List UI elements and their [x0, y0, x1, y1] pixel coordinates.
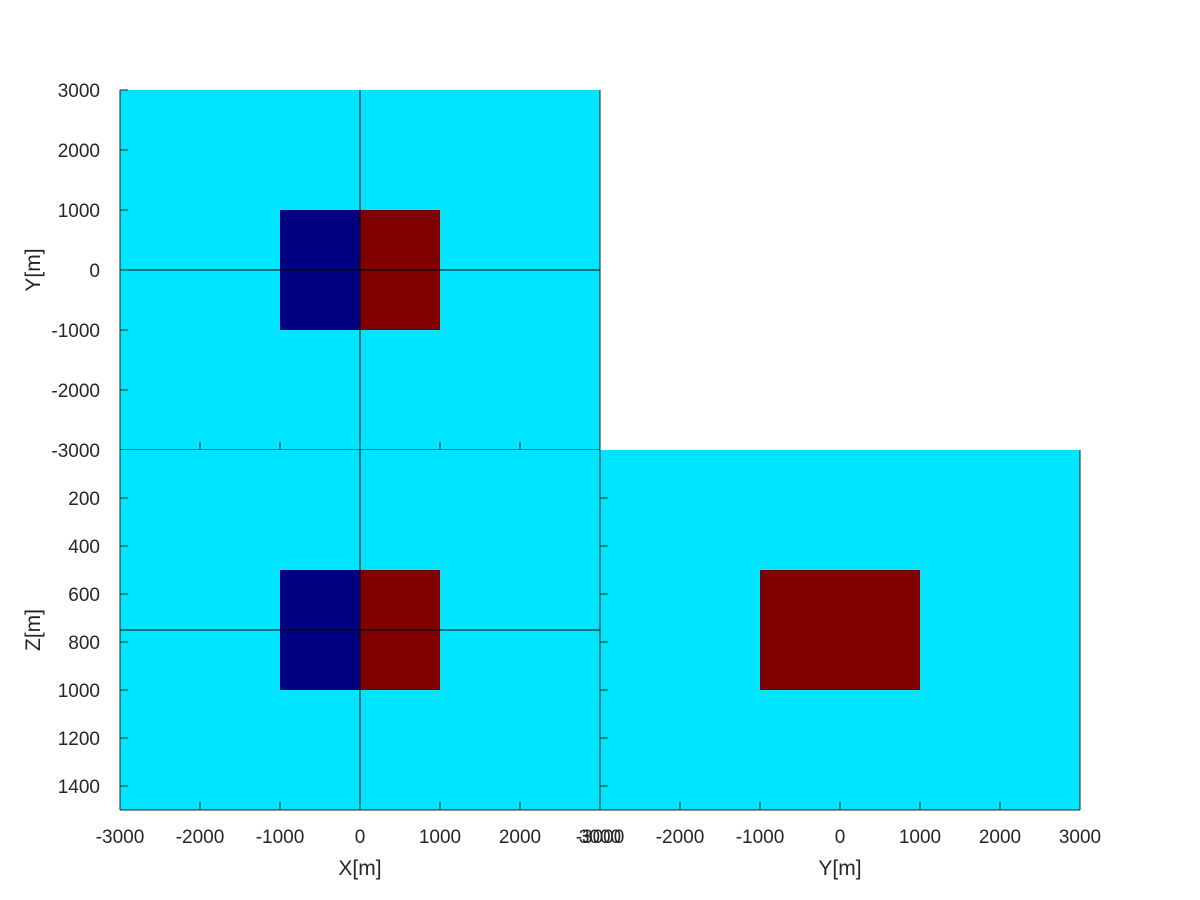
xz-y-axis-label: Z[m]	[22, 609, 45, 651]
xz-y-tick-label: 1400	[58, 777, 100, 798]
xz-x-tick-label: -3000	[96, 827, 145, 848]
yz-body-1	[760, 570, 920, 690]
xz-x-tick-label: 1000	[419, 827, 461, 848]
plan-y-tick-label: 0	[89, 261, 100, 282]
panel-plan: -3000 -2000 -1000 0 1000 2000 3000 Y[m]	[22, 81, 601, 462]
panel-yz: -3000 -2000 -1000 0 1000 2000 3000 Y[m]	[576, 450, 1101, 880]
yz-x-tick-label: -1000	[736, 827, 785, 848]
panel-xz: -3000 -2000 -1000 0 1000 2000 3000 200 400 600 800…	[22, 450, 621, 880]
plan-y-tick-label: 2000	[58, 141, 100, 162]
plan-y-tick-label: -3000	[51, 441, 100, 462]
xz-x-tick-label: -1000	[256, 827, 305, 848]
xz-y-tick-label: 400	[68, 537, 100, 558]
xz-y-tick-label: 600	[68, 585, 100, 606]
plan-y-tick-label: -2000	[51, 381, 100, 402]
yz-x-tick-label: 2000	[979, 827, 1021, 848]
plan-y-tick-label: 1000	[58, 201, 100, 222]
yz-x-tick-label: 3000	[1059, 827, 1101, 848]
xz-x-tick-label: 2000	[499, 827, 541, 848]
xz-x-axis-label: X[m]	[338, 857, 381, 880]
yz-x-axis-label: Y[m]	[818, 857, 861, 880]
yz-x-tick-label: 1000	[899, 827, 941, 848]
xz-y-tick-label: 800	[68, 633, 100, 654]
yz-x-tick-label: -3000	[576, 827, 625, 848]
plan-y-tick-label: -1000	[51, 321, 100, 342]
plan-y-axis-label: Y[m]	[22, 248, 45, 291]
xz-x-tick-label: 3000	[579, 827, 621, 848]
plan-y-tick-label: 3000	[58, 81, 100, 102]
yz-x-tick-label: -2000	[656, 827, 705, 848]
xz-y-tick-label: 1000	[58, 681, 100, 702]
yz-x-tick-label: 0	[835, 827, 846, 848]
xz-x-tick-label: -2000	[176, 827, 225, 848]
xz-y-tick-label: 1200	[58, 729, 100, 750]
xz-x-tick-label: 0	[355, 827, 366, 848]
xz-y-tick-label: 200	[68, 489, 100, 510]
